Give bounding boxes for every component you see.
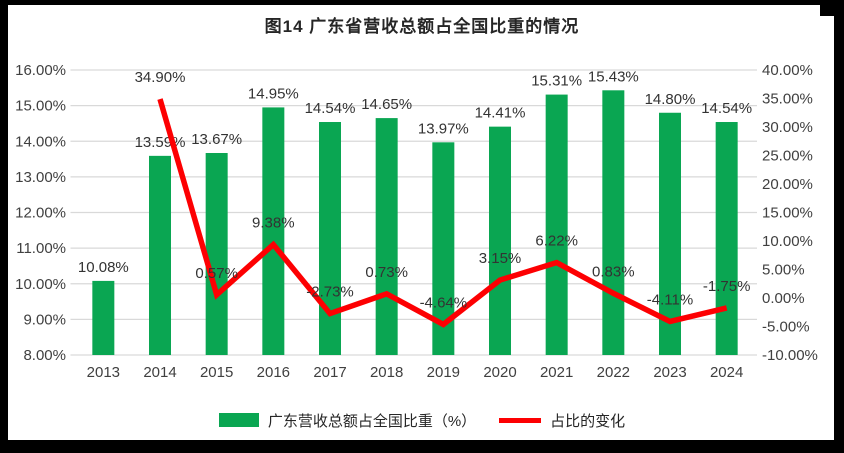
line-value-label: 6.22% [535, 233, 578, 250]
x-axis-label: 2019 [427, 364, 460, 381]
line-value-label: 0.73% [365, 264, 408, 281]
bar-value-label: 15.43% [588, 68, 639, 85]
bar-value-label: 14.65% [361, 96, 412, 113]
legend-bar-swatch [218, 413, 259, 427]
left-axis-tick: 15.00% [15, 98, 66, 115]
bar-value-label: 15.31% [531, 73, 582, 90]
line-value-label: 3.15% [479, 250, 522, 267]
left-axis-tick: 16.00% [15, 62, 66, 79]
bar-value-label: 13.59% [135, 134, 186, 151]
left-axis-tick: 10.00% [15, 276, 66, 293]
bar-value-label: 14.80% [645, 91, 696, 108]
right-axis-tick: 30.00% [762, 119, 813, 136]
left-axis-tick: 8.00% [23, 347, 66, 364]
line-value-label: -2.73% [306, 284, 354, 301]
bar-value-label: 14.54% [305, 100, 356, 117]
bar-value-label: 10.08% [78, 259, 129, 276]
right-axis-tick: 0.00% [762, 290, 805, 307]
right-axis-tick: 35.00% [762, 91, 813, 108]
line-value-label: -4.11% [647, 291, 693, 308]
right-axis-tick: 15.00% [762, 205, 813, 222]
photo-border-right [834, 0, 844, 453]
bar-2021 [545, 94, 568, 356]
right-axis-tick: 40.00% [762, 62, 813, 79]
legend-bar-label: 广东营收总额占全国比重（%） [267, 412, 477, 430]
right-axis-tick: 10.00% [762, 233, 813, 250]
x-axis-label: 2016 [257, 364, 290, 381]
right-axis-tick: 20.00% [762, 176, 813, 193]
right-axis-tick: 5.00% [762, 262, 805, 279]
x-axis-label: 2022 [597, 364, 630, 381]
bar-value-label: 13.67% [191, 131, 242, 148]
right-axis-tick: -5.00% [762, 319, 810, 336]
x-axis-label: 2020 [483, 364, 516, 381]
line-value-label: 0.57% [195, 265, 238, 282]
bar-2022 [602, 90, 625, 356]
line-value-label: 0.83% [592, 263, 635, 280]
photo-border-corner [820, 0, 844, 16]
right-axis-tick: -10.00% [762, 347, 818, 364]
x-axis-label: 2021 [540, 364, 573, 381]
x-axis-label: 2018 [370, 364, 403, 381]
bar-2013 [92, 280, 115, 355]
bar-2024 [715, 122, 738, 355]
photo-border-left [0, 0, 8, 453]
legend: 广东营收总额占全国比重（%） 占比的变化 [0, 406, 844, 434]
line-value-label: 34.90% [135, 69, 186, 86]
bar-value-label: 13.97% [418, 120, 469, 137]
x-axis-label: 2017 [313, 364, 346, 381]
left-axis-tick: 11.00% [16, 240, 66, 257]
bar-2023 [659, 112, 681, 355]
legend-line-label: 占比的变化 [550, 412, 626, 430]
x-axis-label: 2024 [710, 364, 743, 381]
bar-2020 [489, 126, 511, 355]
x-axis-label: 2015 [200, 364, 233, 381]
bar-2014 [149, 155, 171, 355]
bar-2018 [375, 118, 398, 355]
bar-2015 [205, 153, 228, 355]
photo-border-top [0, 0, 844, 5]
bar-2019 [432, 142, 455, 355]
legend-line-swatch [499, 417, 542, 423]
bar-value-label: 14.95% [248, 85, 299, 102]
bar-value-label: 14.41% [475, 105, 526, 122]
change-line [157, 98, 728, 328]
line-value-label: -4.64% [420, 294, 468, 311]
x-axis-label: 2013 [87, 364, 120, 381]
chart-title: 图14 广东省营收总额占全国比重的情况 [264, 17, 580, 36]
bar-2016 [262, 107, 285, 355]
left-axis-tick: 14.00% [15, 133, 66, 150]
bar-2017 [319, 122, 341, 355]
photo-border-bottom [0, 440, 844, 453]
line-value-label: -1.75% [703, 278, 751, 295]
x-axis-label: 2014 [143, 364, 176, 381]
line-value-label: 9.38% [252, 215, 295, 232]
left-axis-tick: 13.00% [15, 169, 66, 186]
x-axis-label: 2023 [653, 364, 686, 381]
bar-value-label: 14.54% [701, 100, 752, 117]
left-axis-tick: 12.00% [15, 205, 66, 222]
left-axis-tick: 9.00% [23, 311, 66, 328]
right-axis-tick: 25.00% [762, 148, 813, 165]
